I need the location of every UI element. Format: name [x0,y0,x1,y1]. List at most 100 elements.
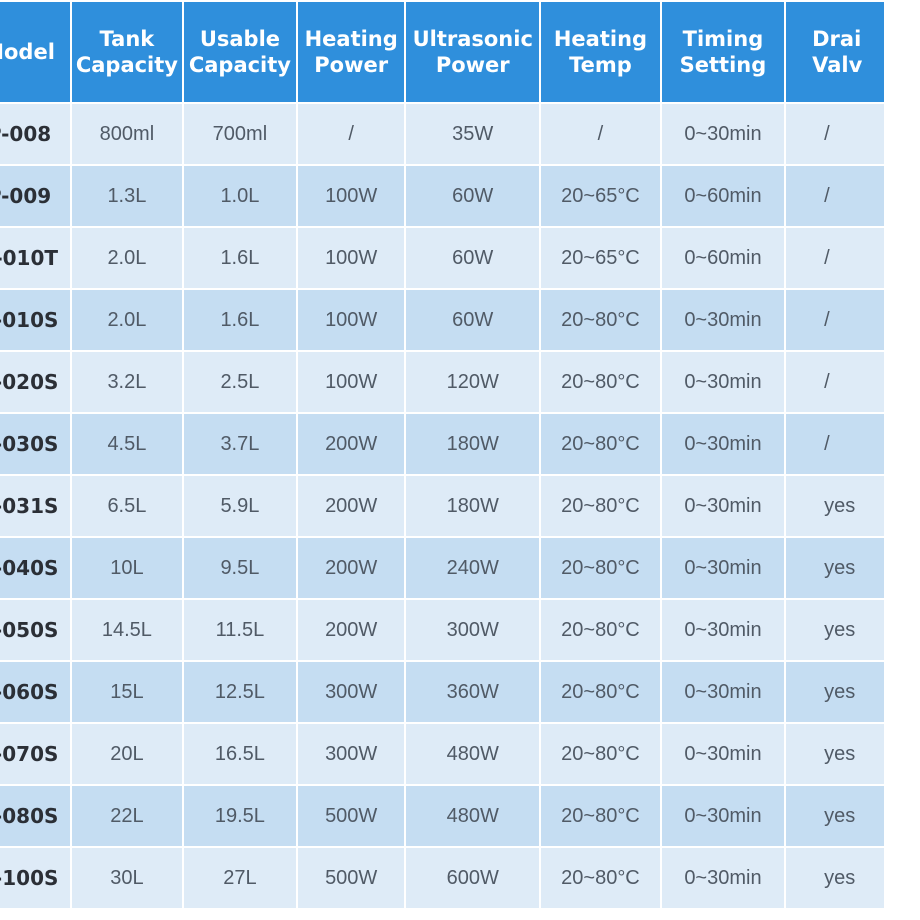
cell-timing-setting: 0~30min [661,600,785,660]
cell-heating-temp: 20~80°C [541,662,660,722]
col-header-ultrasonic-power[interactable]: Ultrasonic Power [406,2,540,102]
cell-model: P-031S [0,476,71,536]
table-row: P-010T 2.0L 1.6L 100W 60W 20~65°C 0~60mi… [0,228,884,288]
cell-tank-capacity: 20L [72,724,182,784]
col-header-line1: Ultrasonic [412,27,533,51]
cell-heating-power: 200W [298,414,405,474]
cell-model: P-080S [0,786,71,846]
table-row: P-070S 20L 16.5L 300W 480W 20~80°C 0~30m… [0,724,884,784]
col-header-line1: Heating [304,27,398,51]
cell-ultrasonic-power: 180W [406,476,540,536]
cell-tank-capacity: 14.5L [72,600,182,660]
col-header-tank-capacity[interactable]: Tank Capacity [72,2,182,102]
col-header-line1: Timing [682,27,764,51]
col-header-line1: Drai [812,27,862,51]
cell-drain-valve: / [786,166,884,226]
cell-heating-power: 200W [298,600,405,660]
cell-usable-capacity: 700ml [183,104,297,164]
cell-usable-capacity: 9.5L [183,538,297,598]
cell-ultrasonic-power: 180W [406,414,540,474]
cell-tank-capacity: 2.0L [72,228,182,288]
col-header-heating-temp[interactable]: Heating Temp [541,2,660,102]
cell-drain-valve: / [786,104,884,164]
cell-model: P-010S [0,290,71,350]
cell-heating-power: 300W [298,662,405,722]
cell-tank-capacity: 1.3L [72,166,182,226]
cell-ultrasonic-power: 35W [406,104,540,164]
cell-timing-setting: 0~30min [661,786,785,846]
cell-tank-capacity: 22L [72,786,182,846]
table-row: P-010S 2.0L 1.6L 100W 60W 20~80°C 0~30mi… [0,290,884,350]
cell-drain-valve: yes [786,786,884,846]
cell-ultrasonic-power: 60W [406,228,540,288]
cell-model: P-070S [0,724,71,784]
cell-heating-temp: / [541,104,660,164]
table-row: P-008 800ml 700ml / 35W / 0~30min / [0,104,884,164]
cell-usable-capacity: 1.6L [183,228,297,288]
cell-timing-setting: 0~60min [661,228,785,288]
cell-heating-power: 100W [298,290,405,350]
cell-usable-capacity: 27L [183,848,297,908]
cell-heating-temp: 20~80°C [541,724,660,784]
cell-ultrasonic-power: 600W [406,848,540,908]
cell-ultrasonic-power: 300W [406,600,540,660]
col-header-line2: Capacity [188,53,291,77]
col-header-line2: Setting [679,53,767,77]
cell-drain-valve: yes [786,848,884,908]
cell-heating-temp: 20~65°C [541,228,660,288]
cell-heating-power: 200W [298,538,405,598]
cell-ultrasonic-power: 240W [406,538,540,598]
cell-model: P-010T [0,228,71,288]
col-header-line1: Usable [199,27,281,51]
cell-timing-setting: 0~30min [661,352,785,412]
cell-model: P-050S [0,600,71,660]
cell-timing-setting: 0~30min [661,538,785,598]
col-header-drain-valve[interactable]: Drai Valv [786,2,884,102]
cell-heating-power: 100W [298,352,405,412]
cell-heating-temp: 20~80°C [541,848,660,908]
cell-drain-valve: yes [786,600,884,660]
col-header-usable-capacity[interactable]: Usable Capacity [183,2,297,102]
col-header-line2: Power [314,53,389,77]
cell-model: P-030S [0,414,71,474]
col-header-line2: Capacity [75,53,178,77]
col-header-model[interactable]: Model [0,2,71,102]
col-header-timing-setting[interactable]: Timing Setting [661,2,785,102]
cell-ultrasonic-power: 120W [406,352,540,412]
cell-model: P-009 [0,166,71,226]
cell-timing-setting: 0~30min [661,104,785,164]
col-header-line2: Valv [812,53,863,77]
cell-usable-capacity: 1.6L [183,290,297,350]
cell-heating-power: 100W [298,228,405,288]
cell-heating-temp: 20~80°C [541,414,660,474]
cell-heating-temp: 20~80°C [541,786,660,846]
cell-model: P-008 [0,104,71,164]
cell-heating-temp: 20~80°C [541,476,660,536]
cell-drain-valve: / [786,414,884,474]
table-row: P-020S 3.2L 2.5L 100W 120W 20~80°C 0~30m… [0,352,884,412]
cell-heating-power: 300W [298,724,405,784]
table-row: P-060S 15L 12.5L 300W 360W 20~80°C 0~30m… [0,662,884,722]
table-row: P-040S 10L 9.5L 200W 240W 20~80°C 0~30mi… [0,538,884,598]
cell-tank-capacity: 2.0L [72,290,182,350]
cell-drain-valve: / [786,228,884,288]
cell-drain-valve: yes [786,476,884,536]
cell-timing-setting: 0~30min [661,662,785,722]
cell-usable-capacity: 5.9L [183,476,297,536]
cell-timing-setting: 0~30min [661,848,785,908]
cell-timing-setting: 0~30min [661,414,785,474]
cell-usable-capacity: 11.5L [183,600,297,660]
col-header-line2: Temp [569,53,632,77]
cell-timing-setting: 0~60min [661,166,785,226]
cell-ultrasonic-power: 60W [406,290,540,350]
cell-drain-valve: yes [786,538,884,598]
cell-drain-valve: yes [786,662,884,722]
cell-tank-capacity: 15L [72,662,182,722]
cell-tank-capacity: 10L [72,538,182,598]
cell-tank-capacity: 30L [72,848,182,908]
table-row: P-031S 6.5L 5.9L 200W 180W 20~80°C 0~30m… [0,476,884,536]
col-header-heating-power[interactable]: Heating Power [298,2,405,102]
